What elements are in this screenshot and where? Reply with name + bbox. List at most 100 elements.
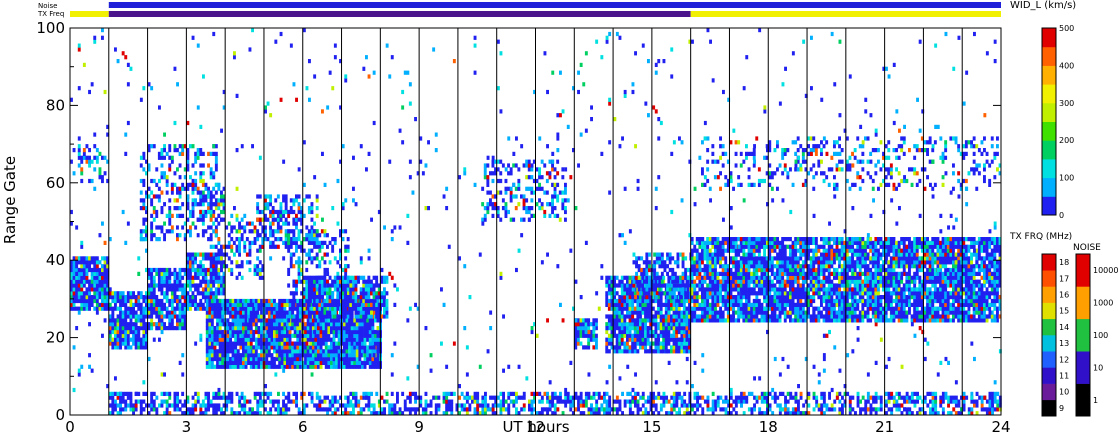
data-cell [280,364,284,369]
data-cell [242,349,245,354]
data-cell [690,279,694,284]
data-cell [768,287,772,292]
data-cell [721,267,725,273]
data-cell [178,206,182,211]
data-cell [628,283,632,288]
data-cell [734,275,738,280]
data-cell [186,151,190,156]
data-cell [673,279,677,284]
data-cell [249,310,253,315]
data-cell [628,345,632,350]
data-cell [238,221,241,226]
data-cell [216,298,219,304]
data-cell [786,264,790,269]
data-cell [227,240,231,245]
data-cell [176,225,179,230]
data-cell [607,279,611,284]
data-cell [645,275,649,280]
data-cell [318,260,322,265]
data-cell [160,310,164,315]
data-cell [633,333,637,338]
data-cell [618,337,622,342]
data-cell [755,248,759,253]
data-cell [258,233,262,238]
data-cell [595,322,598,327]
data-cell [275,322,279,327]
data-cell [292,202,296,207]
data-cell [645,267,649,273]
data-cell [686,295,690,300]
data-cell [199,202,203,207]
data-cell [610,322,614,327]
data-cell [129,298,133,304]
data-cell [278,314,282,319]
data-cell [271,229,275,234]
data-cell [695,267,699,273]
data-cell [648,291,651,296]
data-cell [214,233,218,238]
data-cell [298,314,302,319]
data-cell [77,287,81,292]
data-cell [315,252,319,257]
data-cell [93,279,97,284]
data-cell [331,302,335,307]
data-cell [168,144,172,149]
data-cell [319,322,323,327]
data-cell [579,318,583,323]
data-cell [296,341,300,346]
data-cell [82,295,86,300]
data-cell [620,306,624,311]
data-cell [273,322,276,327]
data-cell [150,279,154,284]
data-cell [576,333,580,338]
data-cell [306,353,310,358]
data-cell [273,329,276,335]
data-cell [207,256,210,261]
data-cell [576,322,580,327]
data-cell [217,206,221,211]
data-cell [649,326,653,331]
data-cell [309,322,313,327]
data-cell [366,326,370,331]
data-cell [752,267,756,273]
data-cell [221,314,225,319]
data-cell [139,337,143,342]
data-cell [199,163,203,168]
data-cell [212,151,216,156]
data-cell [796,248,800,253]
data-cell [124,298,128,304]
data-cell [314,318,318,323]
data-cell [755,283,759,288]
data-cell [85,275,89,280]
data-cell [189,283,192,288]
data-cell [714,283,717,288]
data-cell [527,159,531,164]
data-cell [155,267,159,273]
data-cell [150,287,154,292]
data-cell [314,341,318,346]
data-cell [765,298,769,304]
data-cell [173,326,177,331]
noise-strip [108,2,1001,8]
data-cell [80,279,84,284]
data-cell [383,306,386,311]
data-cell [796,240,800,245]
data-cell [226,337,230,342]
data-cell [254,302,258,307]
data-cell [311,341,315,346]
data-cell [291,318,295,323]
data-cell [111,314,115,319]
data-cell [752,240,756,245]
data-cell [119,322,122,327]
data-cell [755,260,759,265]
data-cell [305,252,309,257]
data-cell [628,306,632,311]
data-cell [160,322,164,327]
data-cell [737,252,741,257]
data-cell [714,244,717,249]
data-cell [682,314,686,319]
data-cell [375,291,379,296]
data-cell [750,248,754,253]
data-cell [496,213,500,218]
